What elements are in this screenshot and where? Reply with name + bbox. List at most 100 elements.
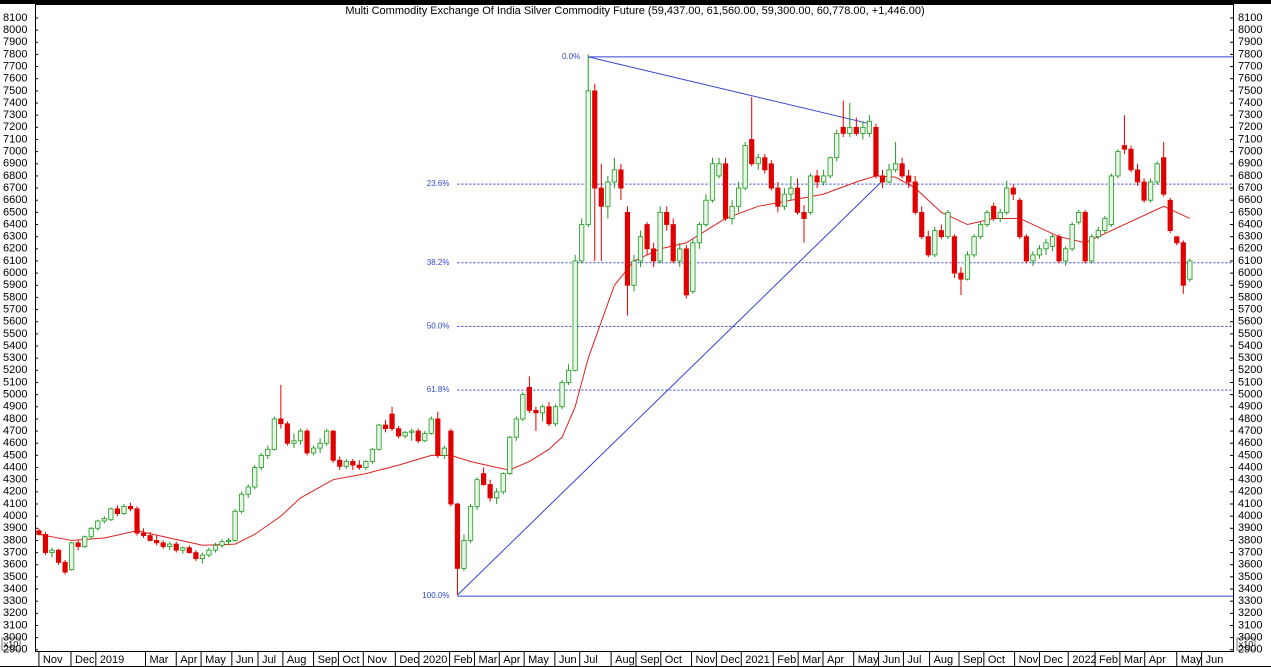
candle-body [1180, 242, 1186, 286]
x-tick-label: Mar [478, 654, 497, 666]
y-tick-label: 5300 [3, 352, 27, 364]
candle-body [807, 175, 814, 213]
y-tick-label: 6400 [3, 218, 27, 230]
y-tick-label: 6900 [3, 158, 27, 170]
candle-body [958, 272, 964, 280]
chart-title: Multi Commodity Exchange Of India Silver… [345, 5, 924, 17]
y-tick-label: 4000 [1238, 510, 1262, 522]
candle-body [977, 224, 984, 238]
candle-body [834, 132, 840, 159]
y-tick-label: 6400 [1238, 218, 1262, 230]
y-tick-label: 3200 [1238, 607, 1262, 619]
y-tick-label: 5100 [1238, 376, 1262, 388]
candle-body [1121, 145, 1128, 150]
x-tick-label: Nov [696, 654, 716, 666]
candle-body [873, 126, 879, 177]
candle-body [409, 430, 415, 433]
candle-body [382, 424, 389, 430]
candle-body [801, 211, 807, 219]
x-tick-label: May [205, 654, 226, 666]
candle-body [422, 433, 428, 442]
candle-body [677, 248, 683, 262]
candle-body [637, 236, 644, 262]
candle-body [324, 430, 330, 444]
candle-body [193, 552, 199, 560]
y-tick-label: 6500 [1238, 206, 1262, 218]
candle-body [402, 431, 408, 437]
candle-body [566, 369, 572, 383]
candle-body [441, 447, 447, 456]
candle-body [376, 424, 382, 450]
x-tick-label: Feb [777, 654, 796, 666]
fib-label: 50.0% [427, 322, 450, 331]
x-tick-label: May [1181, 654, 1202, 666]
candle-body [912, 181, 918, 213]
moving-average [38, 175, 1191, 546]
candle-body [212, 544, 219, 551]
candle-body [173, 543, 179, 551]
y-tick-label: 6700 [1238, 182, 1262, 194]
x-tick-label: Oct [665, 654, 682, 666]
x-tick-label: Jun [236, 654, 254, 666]
candle-body [435, 418, 441, 456]
y-tick-label: 3700 [1238, 546, 1262, 558]
y-tick-label: 5700 [1238, 303, 1262, 315]
x-tick-label: Jun [1206, 654, 1224, 666]
y-tick-label: 4600 [3, 437, 27, 449]
candle-body [206, 549, 212, 556]
y-tick-label: 4000 [3, 510, 27, 522]
candle-body [906, 175, 912, 183]
multiplier-label: x10 [1239, 639, 1254, 649]
y-tick-label: 5400 [3, 340, 27, 352]
candle-body [265, 448, 271, 456]
x-tick-label: Aug [287, 654, 307, 666]
x-tick-label: Apr [503, 654, 520, 666]
candle-body [984, 211, 990, 225]
candle-body [860, 126, 866, 134]
candle-body [513, 418, 519, 438]
y-tick-label: 8100 [3, 12, 27, 24]
candle-body [55, 549, 62, 563]
y-tick-label: 6600 [3, 194, 27, 206]
y-tick-label: 7400 [3, 97, 27, 109]
y-tick-label: 6800 [3, 170, 27, 182]
x-tick-label: Sep [318, 654, 338, 666]
x-tick-label: Sep [640, 654, 660, 666]
multiplier-label: x10 [4, 639, 19, 649]
candle-body [356, 464, 362, 468]
y-tick-label: 6600 [1238, 194, 1262, 206]
candle-body [343, 461, 349, 467]
candle-body [951, 236, 958, 274]
candle-body [539, 406, 546, 414]
candle-body [971, 236, 977, 256]
y-tick-label: 4400 [1238, 461, 1262, 473]
candle-body [814, 175, 820, 183]
candle-body [330, 430, 336, 461]
candle-body [1115, 151, 1121, 177]
candle-body [1148, 181, 1154, 201]
y-tick-label: 7700 [3, 60, 27, 72]
x-tick-label: Feb [1099, 654, 1118, 666]
candle-body [180, 547, 186, 551]
candle-body [644, 224, 650, 250]
candle-body [1089, 236, 1095, 262]
x-tick-label: Mar [150, 654, 169, 666]
candle-body [722, 163, 729, 219]
candle-body [49, 549, 55, 553]
candle-body [794, 187, 801, 213]
candle-body [788, 187, 794, 195]
candle-body [69, 542, 75, 570]
candle-body [742, 145, 748, 189]
candle-body [167, 543, 173, 547]
x-tick-label: Aug [615, 654, 635, 666]
y-tick-label: 4700 [1238, 425, 1262, 437]
candle-body [258, 454, 264, 468]
x-tick-label: Jun [559, 654, 577, 666]
y-tick-label: 6200 [1238, 243, 1262, 255]
candle-body [775, 187, 781, 207]
candle-body [899, 163, 905, 177]
candle-body [919, 211, 925, 238]
y-tick-label: 5000 [1238, 389, 1262, 401]
